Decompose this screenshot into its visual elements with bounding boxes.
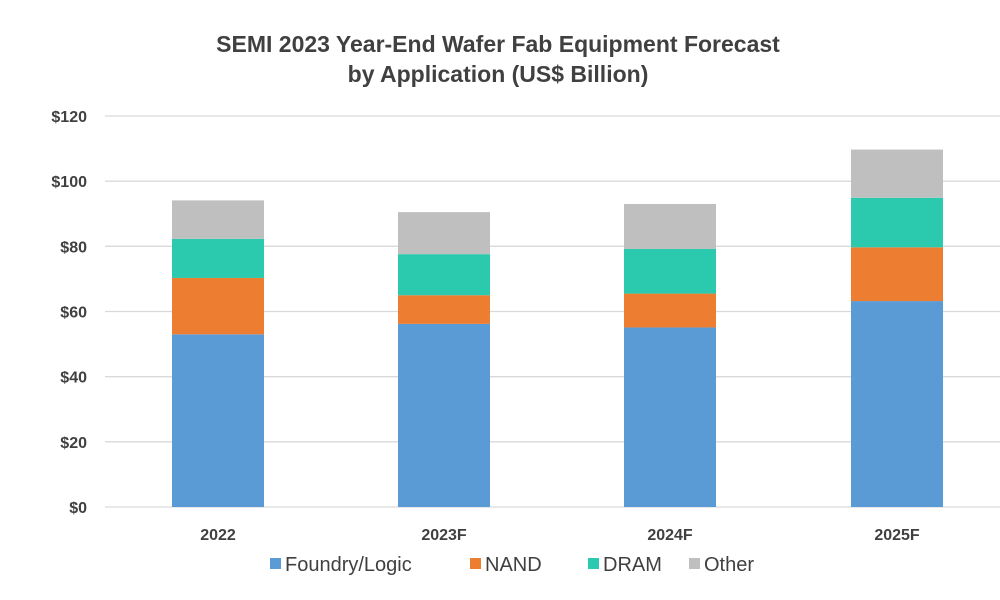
x-tick-label: 2022 — [200, 527, 236, 544]
bar-foundry-logic — [851, 301, 943, 507]
bar-foundry-logic — [398, 323, 490, 507]
bar-dram — [398, 254, 490, 296]
legend-swatch — [270, 558, 281, 569]
legend-label: DRAM — [603, 554, 662, 576]
legend-label: Foundry/Logic — [285, 554, 412, 576]
chart-title: SEMI 2023 Year-End Wafer Fab Equipment F… — [216, 31, 780, 57]
bar-other — [398, 212, 490, 255]
bar-dram — [624, 248, 716, 294]
bar-nand — [851, 247, 943, 302]
bar-foundry-logic — [172, 334, 264, 507]
y-tick-label: $100 — [51, 174, 87, 191]
y-tick-label: $80 — [60, 239, 87, 256]
legend-label: NAND — [485, 554, 542, 576]
chart-subtitle: by Application (US$ Billion) — [347, 61, 649, 87]
y-tick-label: $120 — [51, 109, 87, 126]
bar-dram — [851, 197, 943, 248]
bar-other — [851, 149, 943, 198]
legend-swatch — [470, 558, 481, 569]
bar-other — [624, 203, 716, 249]
y-tick-label: $0 — [69, 500, 87, 517]
x-tick-label: 2023F — [421, 527, 467, 544]
bar-nand — [172, 277, 264, 335]
y-tick-label: $40 — [60, 370, 87, 387]
y-tick-label: $60 — [60, 305, 87, 322]
legend-label: Other — [704, 554, 754, 576]
legend-swatch — [588, 558, 599, 569]
x-tick-label: 2025F — [874, 527, 920, 544]
bar-dram — [172, 238, 264, 278]
bar-nand — [624, 293, 716, 328]
legend-swatch — [689, 558, 700, 569]
bar-nand — [398, 295, 490, 324]
y-tick-label: $20 — [60, 435, 87, 452]
bar-other — [172, 200, 264, 239]
bar-foundry-logic — [624, 327, 716, 507]
x-tick-label: 2024F — [647, 527, 693, 544]
